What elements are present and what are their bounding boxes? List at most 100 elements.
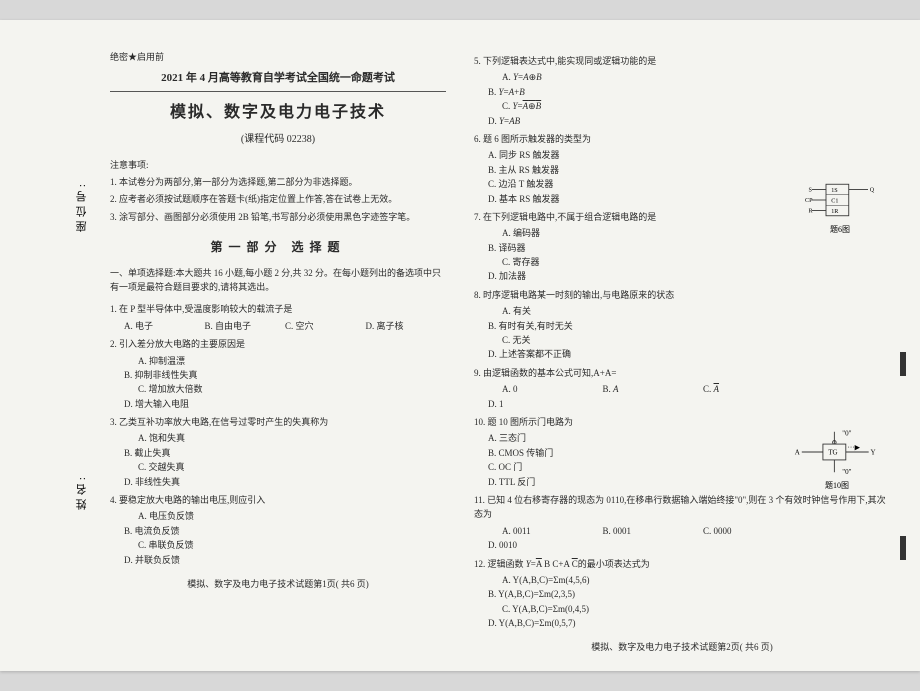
q8-stem: 8. 时序逻辑电路某一时刻的输出,与电路原来的状态 bbox=[474, 288, 890, 302]
q8-b: B. 有时有关,有时无关 bbox=[488, 319, 689, 333]
figure-6-caption: 题6图 bbox=[800, 224, 880, 235]
q1-a: A. 电子 bbox=[124, 319, 205, 333]
q9-d: D. 1 bbox=[488, 397, 589, 411]
q12-b: B. Y(A,B,C)=Σm(2,3,5) bbox=[488, 587, 689, 601]
seat-label: 座位号: bbox=[74, 180, 90, 232]
q11-c: C. 0000 bbox=[703, 524, 804, 538]
q5-a: A. Y=A⊕B bbox=[502, 70, 703, 84]
q3-d: D. 非线性失真 bbox=[124, 475, 285, 489]
q11-a: A. 0011 bbox=[502, 524, 603, 538]
q11-options: A. 0011 B. 0001 C. 0000 D. 0010 bbox=[488, 524, 890, 553]
q4-a: A. 电压负反馈 bbox=[138, 509, 299, 523]
svg-text:TG: TG bbox=[828, 449, 837, 457]
q10-d: D. TTL 反门 bbox=[488, 475, 734, 489]
q3-a: A. 饱和失真 bbox=[138, 431, 299, 445]
notice-3: 3. 涂写部分、画图部分必须使用 2B 铅笔,书写部分必须使用黑色字迹签字笔。 bbox=[110, 210, 446, 224]
q12-options: A. Y(A,B,C)=Σm(4,5,6) B. Y(A,B,C)=Σm(2,3… bbox=[488, 573, 890, 631]
exam-title: 2021 年 4 月高等教育自学考试全国统一命题考试 bbox=[110, 70, 446, 92]
q9-stem: 9. 由逻辑函数的基本公式可知,A+A= bbox=[474, 366, 890, 380]
q10-c: C. OC 门 bbox=[488, 460, 734, 474]
q11-b: B. 0001 bbox=[603, 524, 704, 538]
q4-stem: 4. 要稳定放大电路的输出电压,则应引入 bbox=[110, 493, 446, 507]
svg-text:S: S bbox=[809, 187, 813, 193]
q9-a: A. 0 bbox=[502, 382, 603, 396]
name-label: 姓名: bbox=[74, 473, 90, 510]
svg-text:A: A bbox=[795, 449, 801, 457]
q7-c: C. 寄存器 bbox=[502, 255, 703, 269]
notice-1: 1. 本试卷分为两部分,第一部分为选择题,第二部分为非选择题。 bbox=[110, 175, 446, 189]
q5-d: D. Y=AB bbox=[488, 114, 689, 128]
q1-stem: 1. 在 P 型半导体中,受温度影响较大的载流子是 bbox=[110, 302, 446, 316]
page-2: 5. 下列逻辑表达式中,能实现同或逻辑功能的是 A. Y=A⊕B B. Y=A+… bbox=[460, 20, 920, 671]
part-1-title: 第一部分 选择题 bbox=[110, 238, 446, 257]
q9-options: A. 0 B. A C. A D. 1 bbox=[488, 382, 890, 411]
q1-b: B. 自由电子 bbox=[205, 319, 286, 333]
figure-10-caption: 题10图 bbox=[792, 480, 882, 491]
svg-text:R: R bbox=[809, 208, 814, 214]
q6-stem: 6. 题 6 图所示触发器的类型为 bbox=[474, 132, 890, 146]
q9-b: B. A bbox=[603, 382, 704, 396]
q3-c: C. 交越失真 bbox=[138, 460, 299, 474]
q4-d: D. 并联负反馈 bbox=[124, 553, 285, 567]
svg-text:1R: 1R bbox=[831, 209, 839, 215]
q10-a: A. 三态门 bbox=[488, 431, 734, 445]
q1-d: D. 离子核 bbox=[366, 319, 447, 333]
mark-icon bbox=[900, 352, 906, 376]
q2-c: C. 增加放大倍数 bbox=[138, 382, 299, 396]
q8-a: A. 有关 bbox=[502, 304, 703, 318]
svg-text:1S: 1S bbox=[831, 188, 838, 194]
svg-text:"0": "0" bbox=[842, 429, 851, 437]
q9-c: C. A bbox=[703, 382, 804, 396]
svg-text:C1: C1 bbox=[831, 199, 838, 205]
q7-b: B. 译码器 bbox=[488, 241, 689, 255]
alignment-marks bbox=[900, 140, 912, 560]
svg-text:CP: CP bbox=[805, 198, 813, 204]
q7-a: A. 编码器 bbox=[502, 226, 703, 240]
q12-c: C. Y(A,B,C)=Σm(0,4,5) bbox=[502, 602, 703, 616]
q6-c: C. 边沿 T 触发器 bbox=[488, 177, 734, 191]
q6-b: B. 主从 RS 触发器 bbox=[488, 163, 734, 177]
q6-a: A. 同步 RS 触发器 bbox=[488, 148, 734, 162]
q12-d: D. Y(A,B,C)=Σm(0,5,7) bbox=[488, 616, 689, 630]
q2-stem: 2. 引入差分放大电路的主要原因是 bbox=[110, 337, 446, 351]
q1-options: A. 电子 B. 自由电子 C. 空穴 D. 离子核 bbox=[124, 319, 446, 333]
q6-d: D. 基本 RS 触发器 bbox=[488, 192, 734, 206]
q12-stem: 12. 逻辑函数 Y=A B C+A C的最小项表达式为 bbox=[474, 557, 890, 571]
footer-page-2: 模拟、数字及电力电子技术试题第2页( 共6 页) bbox=[474, 640, 890, 654]
secret-label: 绝密★启用前 bbox=[110, 50, 446, 64]
q4-b: B. 电流负反馈 bbox=[124, 524, 285, 538]
q1-c: C. 空穴 bbox=[285, 319, 366, 333]
page-1: 绝密★启用前 2021 年 4 月高等教育自学考试全国统一命题考试 模拟、数字及… bbox=[0, 20, 460, 671]
q7-d: D. 加法器 bbox=[488, 269, 689, 283]
svg-text:"0": "0" bbox=[842, 468, 851, 476]
q3-b: B. 截止失真 bbox=[124, 446, 285, 460]
q5-b: B. Y=A+B bbox=[488, 85, 689, 99]
q2-d: D. 增大输入电阻 bbox=[124, 397, 285, 411]
q12-a: A. Y(A,B,C)=Σm(4,5,6) bbox=[502, 573, 703, 587]
q4-options: A. 电压负反馈 B. 电流负反馈 C. 串联负反馈 D. 并联负反馈 bbox=[124, 509, 446, 567]
figure-6: S CP R Q 1S C1 1R 题6图 bbox=[800, 180, 880, 235]
q11-d: D. 0010 bbox=[488, 538, 589, 552]
q3-stem: 3. 乙类互补功率放大电路,在信号过零时产生的失真称为 bbox=[110, 415, 446, 429]
svg-text:Y: Y bbox=[870, 449, 875, 457]
q2-b: B. 抑制非线性失真 bbox=[124, 368, 285, 382]
q5-stem: 5. 下列逻辑表达式中,能实现同或逻辑功能的是 bbox=[474, 54, 890, 68]
q3-options: A. 饱和失真 B. 截止失真 C. 交越失真 D. 非线性失真 bbox=[124, 431, 446, 489]
figure-10: TG A ···▶ Y "0" "0" 题10图 bbox=[792, 428, 882, 491]
q8-d: D. 上述答案都不正确 bbox=[488, 347, 689, 361]
q2-options: A. 抑制温漂 B. 抑制非线性失真 C. 增加放大倍数 D. 增大输入电阻 bbox=[124, 354, 446, 412]
q10-options: A. 三态门 B. CMOS 传输门 C. OC 门 D. TTL 反门 bbox=[474, 431, 734, 489]
mark-icon bbox=[900, 536, 906, 560]
q2-a: A. 抑制温漂 bbox=[138, 354, 299, 368]
svg-text:···▶: ···▶ bbox=[848, 443, 861, 451]
notice-head: 注意事项: bbox=[110, 158, 446, 172]
exam-paper: 座位号: 姓名: 绝密★启用前 2021 年 4 月高等教育自学考试全国统一命题… bbox=[0, 20, 920, 671]
section-1-desc: 一、单项选择题:本大题共 16 小题,每小题 2 分,共 32 分。在每小题列出… bbox=[110, 267, 446, 294]
q6-options: A. 同步 RS 触发器 B. 主从 RS 触发器 C. 边沿 T 触发器 D.… bbox=[474, 148, 734, 206]
svg-text:Q: Q bbox=[870, 187, 875, 193]
q10-b: B. CMOS 传输门 bbox=[488, 446, 734, 460]
q8-options: A. 有关 B. 有时有关,有时无关 C. 无关 D. 上述答案都不正确 bbox=[488, 304, 890, 362]
q4-c: C. 串联负反馈 bbox=[138, 538, 299, 552]
course-title: 模拟、数字及电力电子技术 bbox=[110, 100, 446, 126]
q8-c: C. 无关 bbox=[502, 333, 703, 347]
